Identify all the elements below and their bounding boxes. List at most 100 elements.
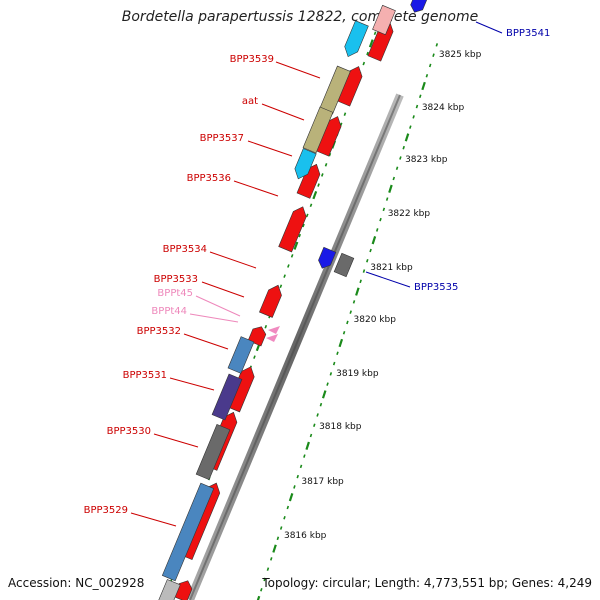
tick-mark — [312, 191, 318, 200]
backbone — [186, 93, 404, 600]
leader-bpp3541 — [475, 21, 503, 34]
gene-label-bppt45: BPPt45 — [157, 288, 193, 299]
tick-mark — [309, 433, 313, 438]
tick-mark — [435, 43, 439, 47]
tick-mark — [319, 402, 323, 407]
gene-label-bpp3537: BPP3537 — [200, 133, 244, 144]
tick-mark — [298, 233, 301, 238]
gene-label-bpp3541: BPP3541 — [506, 28, 550, 39]
leader-bpp3531 — [169, 377, 215, 391]
backbone-core — [189, 94, 401, 600]
gene-label-bppt44: BPPt44 — [151, 306, 187, 317]
tick-mark — [395, 166, 399, 171]
tick-mark — [404, 133, 410, 142]
tick-mark — [264, 324, 268, 329]
tick-mark — [385, 197, 389, 201]
gene-pink-top — [372, 4, 396, 36]
tick-mark — [346, 320, 349, 325]
tick-mark — [326, 382, 329, 386]
tick-mark — [283, 274, 286, 278]
tick-mark — [415, 104, 419, 109]
gene-label-aat: aat — [242, 96, 258, 107]
gene-label-bpp3534: BPP3534 — [163, 244, 207, 255]
gene-blue-top — [410, 0, 428, 13]
tick-mark — [293, 241, 299, 250]
scale-label-3821: 3821 kbp — [370, 263, 413, 273]
tick-mark — [362, 61, 366, 66]
tick-mark — [286, 505, 290, 510]
tick-mark — [399, 156, 402, 160]
tick-mark — [321, 390, 327, 399]
tick-mark — [368, 39, 374, 48]
trna-bppt45 — [268, 326, 280, 334]
tick-mark — [362, 269, 366, 273]
leader-bpp3536 — [233, 180, 279, 197]
tick-mark — [293, 485, 296, 489]
gene-label-bpp3539: BPP3539 — [230, 54, 274, 65]
tick-mark — [428, 63, 432, 68]
tick-mark — [412, 115, 415, 119]
tick-mark — [296, 474, 299, 479]
leader-bpp3530 — [153, 433, 199, 448]
gene-label-bpp3535: BPP3535 — [414, 282, 458, 293]
label-leaders — [130, 21, 503, 527]
scale-label-3818: 3818 kbp — [319, 422, 362, 432]
leader-bpp3533 — [201, 281, 245, 298]
tick-mark — [305, 441, 310, 450]
gene-cyan-1 — [344, 20, 369, 58]
tick-mark — [287, 264, 290, 268]
gene-label-bpp3532: BPP3532 — [137, 326, 181, 337]
tick-mark — [283, 515, 286, 520]
tick-mark — [366, 51, 369, 56]
tick-mark — [272, 544, 277, 553]
leader-aat — [261, 103, 305, 121]
leader-bpp3532 — [183, 333, 229, 350]
leader-bpp3534 — [209, 251, 257, 269]
tick-mark — [309, 203, 313, 208]
scale-labels: 3825 kbp 3824 kbp 3823 kbp 3822 kbp 3821 kbp… — [284, 50, 482, 541]
tick-mark — [373, 31, 377, 36]
tick-mark — [302, 223, 305, 228]
tick-mark — [402, 145, 405, 150]
gene-label-bpp3533: BPP3533 — [154, 274, 198, 285]
tick-mark — [290, 254, 294, 258]
tick-mark — [316, 413, 319, 417]
scale-label-3825: 3825 kbp — [439, 50, 482, 60]
scale-label-3816: 3816 kbp — [284, 531, 327, 541]
gene-gray-3 — [333, 252, 355, 278]
outer-tick-track — [256, 43, 439, 600]
tick-mark — [409, 125, 412, 129]
leader-bpp3537 — [247, 140, 293, 157]
gene-indigo-1 — [211, 373, 243, 421]
tick-mark — [432, 53, 435, 57]
tick-mark — [359, 279, 362, 284]
tick-mark — [305, 213, 309, 218]
tick-mark — [269, 557, 273, 561]
tick-mark — [320, 173, 324, 177]
scale-label-3823: 3823 kbp — [405, 155, 448, 165]
tick-mark — [392, 176, 396, 181]
gene-track — [155, 0, 428, 600]
tick-mark — [299, 464, 303, 469]
gene-label-bpp3529: BPP3529 — [84, 505, 128, 516]
tick-mark — [313, 423, 316, 428]
gene-gray-2 — [155, 579, 181, 600]
leader-bpp3539 — [275, 61, 321, 79]
gene-red-5 — [258, 284, 282, 318]
accession-text: Accession: NC_002928 — [8, 576, 145, 590]
gene-red-7 — [226, 366, 255, 413]
tick-mark — [256, 595, 261, 600]
tick-mark — [288, 493, 294, 502]
tick-mark — [338, 338, 344, 348]
scale-label-3824: 3824 kbp — [422, 103, 465, 113]
tick-mark — [329, 372, 333, 376]
tick-mark — [336, 351, 339, 356]
tick-mark — [421, 81, 426, 91]
tick-mark — [279, 284, 283, 289]
tick-mark — [352, 300, 356, 304]
tick-mark — [260, 587, 263, 592]
tick-mark — [369, 248, 372, 253]
tick-mark — [355, 287, 360, 296]
tick-mark — [388, 184, 393, 193]
